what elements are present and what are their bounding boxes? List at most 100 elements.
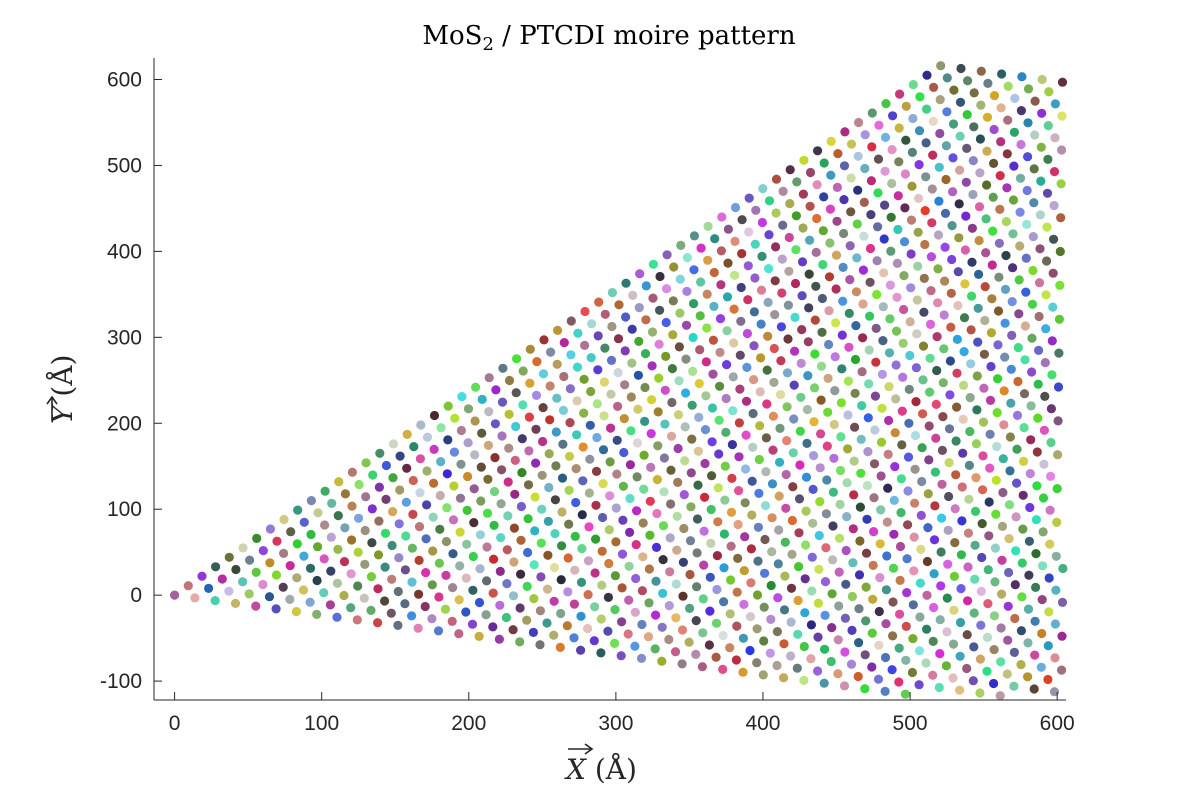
scatter-point	[841, 579, 851, 589]
scatter-point	[736, 316, 746, 326]
scatter-point	[427, 580, 437, 590]
scatter-point	[800, 608, 810, 618]
scatter-point	[923, 489, 933, 499]
scatter-point	[1016, 626, 1026, 636]
scatter-point	[455, 561, 465, 571]
scatter-point	[197, 571, 207, 581]
x-axis-label: X (Å)	[564, 743, 637, 786]
scatter-point	[959, 380, 969, 390]
scatter-point	[767, 513, 777, 523]
scatter-point	[292, 539, 302, 549]
scatter-point	[680, 422, 690, 432]
scatter-point	[821, 543, 831, 553]
scatter-point	[963, 562, 973, 572]
scatter-point	[1057, 145, 1067, 155]
scatter-point	[530, 526, 540, 536]
scatter-point	[869, 493, 879, 503]
scatter-point	[1027, 333, 1037, 343]
scatter-point	[570, 531, 580, 542]
scatter-point	[598, 512, 608, 523]
scatter-point	[258, 546, 268, 556]
scatter-point	[748, 442, 758, 452]
scatter-point	[844, 308, 854, 318]
scatter-point	[939, 310, 949, 320]
scatter-point	[489, 554, 499, 564]
scatter-point	[455, 527, 465, 537]
scatter-point	[679, 523, 689, 534]
scatter-point	[381, 460, 391, 471]
scatter-point	[1011, 512, 1021, 522]
scatter-point	[929, 82, 939, 92]
scatter-point	[995, 691, 1005, 701]
scatter-point	[698, 628, 708, 638]
scatter-point	[732, 621, 742, 631]
scatter-point	[994, 272, 1004, 282]
scatter-point	[983, 599, 993, 609]
scatter-point	[386, 608, 396, 618]
scatter-point	[749, 307, 760, 317]
scatter-point	[696, 277, 706, 287]
scatter-point	[907, 181, 917, 191]
scatter-point	[809, 417, 819, 427]
scatter-point	[498, 363, 508, 373]
scatter-point	[380, 596, 390, 606]
scatter-point	[933, 298, 943, 308]
scatter-point	[986, 328, 997, 338]
scatter-point	[530, 492, 540, 502]
scatter-point	[571, 497, 581, 508]
scatter-point	[536, 538, 546, 548]
scatter-point	[590, 568, 600, 578]
scatter-point	[928, 150, 938, 160]
scatter-point	[740, 498, 750, 508]
scatter-point	[981, 248, 991, 258]
scatter-point	[951, 470, 961, 480]
scatter-point	[756, 319, 766, 329]
scatter-point	[654, 339, 664, 349]
scatter-point	[774, 525, 784, 535]
y-tick-label: 600	[107, 68, 142, 91]
scatter-point	[967, 257, 977, 267]
scatter-point	[944, 424, 955, 434]
scatter-point	[692, 514, 703, 524]
scatter-point	[664, 634, 674, 645]
scatter-point	[741, 396, 752, 406]
scatter-point	[805, 201, 815, 211]
scatter-point	[904, 418, 914, 428]
scatter-point	[808, 518, 818, 528]
scatter-point	[462, 505, 472, 515]
scatter-point	[634, 303, 644, 313]
scatter-point	[995, 171, 1005, 181]
scatter-point	[258, 579, 268, 590]
scatter-point	[785, 199, 795, 209]
y-tick-label: 500	[107, 154, 142, 177]
scatter-point	[726, 541, 736, 551]
scatter-point	[613, 401, 623, 411]
scatter-point	[402, 429, 412, 439]
scatter-point	[1007, 297, 1017, 307]
scatter-point	[783, 300, 794, 310]
scatter-point	[866, 176, 877, 186]
scatter-point	[497, 431, 507, 441]
scatter-point	[1008, 263, 1018, 273]
scatter-point	[1009, 681, 1019, 691]
scatter-point	[624, 561, 634, 571]
scatter-point	[461, 573, 471, 583]
scatter-point	[771, 174, 782, 184]
scatter-point	[359, 593, 369, 603]
scatter-point	[827, 589, 837, 599]
scatter-point	[1019, 456, 1029, 466]
scatter-point	[796, 392, 806, 402]
scatter-point	[998, 454, 1008, 464]
scatter-point	[394, 553, 404, 563]
scatter-point	[745, 612, 756, 622]
scatter-point	[1029, 684, 1039, 694]
scatter-point	[856, 468, 866, 478]
scatter-point	[537, 470, 547, 480]
scatter-point	[354, 513, 364, 523]
scatter-point	[734, 418, 745, 428]
scatter-point	[898, 372, 908, 382]
scatter-point	[1002, 149, 1012, 159]
scatter-point	[996, 103, 1006, 113]
scatter-point	[977, 519, 987, 529]
scatter-point	[837, 364, 847, 374]
